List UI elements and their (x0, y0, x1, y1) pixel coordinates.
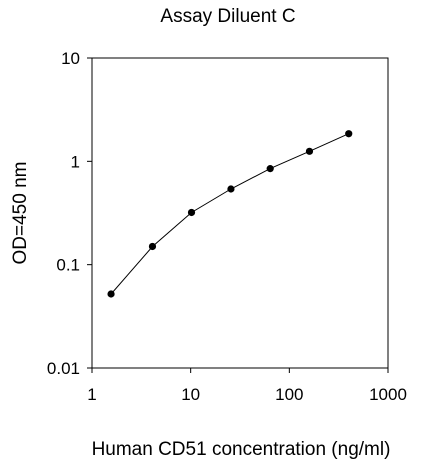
data-point (107, 290, 115, 298)
x-tick-label: 100 (275, 385, 303, 404)
data-point (187, 208, 196, 217)
y-axis-label: OD=450 nm (10, 162, 31, 265)
data-point (345, 130, 353, 138)
series-line (110, 133, 349, 295)
data-point (148, 242, 157, 251)
x-axis-label: Human CD51 concentration (ng/ml) (92, 439, 391, 460)
chart-title: Assay Diluent C (160, 6, 295, 27)
y-axis-ticks: 0.01 0.1 1 10 (47, 49, 92, 378)
y-tick-label: 0.1 (56, 256, 80, 275)
data-point (305, 147, 314, 155)
x-axis-ticks: 1 10 100 1000 (87, 368, 407, 404)
data-point (266, 165, 274, 173)
data-point (227, 185, 235, 193)
y-tick-label: 10 (61, 49, 80, 68)
y-tick-label: 1 (71, 152, 80, 171)
plot-frame (91, 57, 389, 369)
x-tick-label: 1 (87, 385, 96, 404)
series-layer (107, 130, 353, 298)
y-tick-label: 0.01 (47, 359, 80, 378)
x-tick-label: 1000 (369, 385, 407, 404)
x-tick-label: 10 (181, 385, 200, 404)
